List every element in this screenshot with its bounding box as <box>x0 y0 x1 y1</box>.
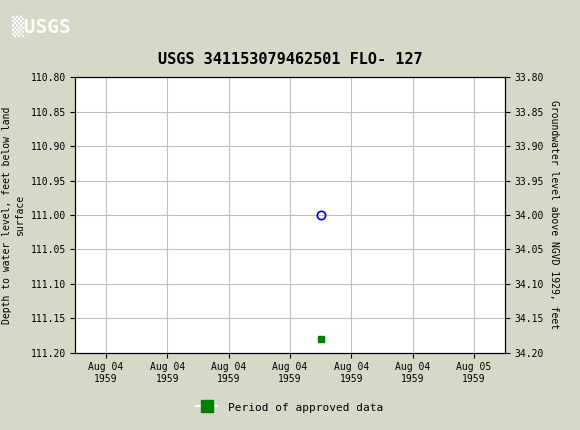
Y-axis label: Groundwater level above NGVD 1929, feet: Groundwater level above NGVD 1929, feet <box>549 101 559 329</box>
Y-axis label: Depth to water level, feet below land
surface: Depth to water level, feet below land su… <box>2 106 25 324</box>
Text: ▒USGS: ▒USGS <box>12 15 70 37</box>
Legend: Period of approved data: Period of approved data <box>191 395 389 419</box>
Text: USGS 341153079462501 FLO- 127: USGS 341153079462501 FLO- 127 <box>158 52 422 67</box>
